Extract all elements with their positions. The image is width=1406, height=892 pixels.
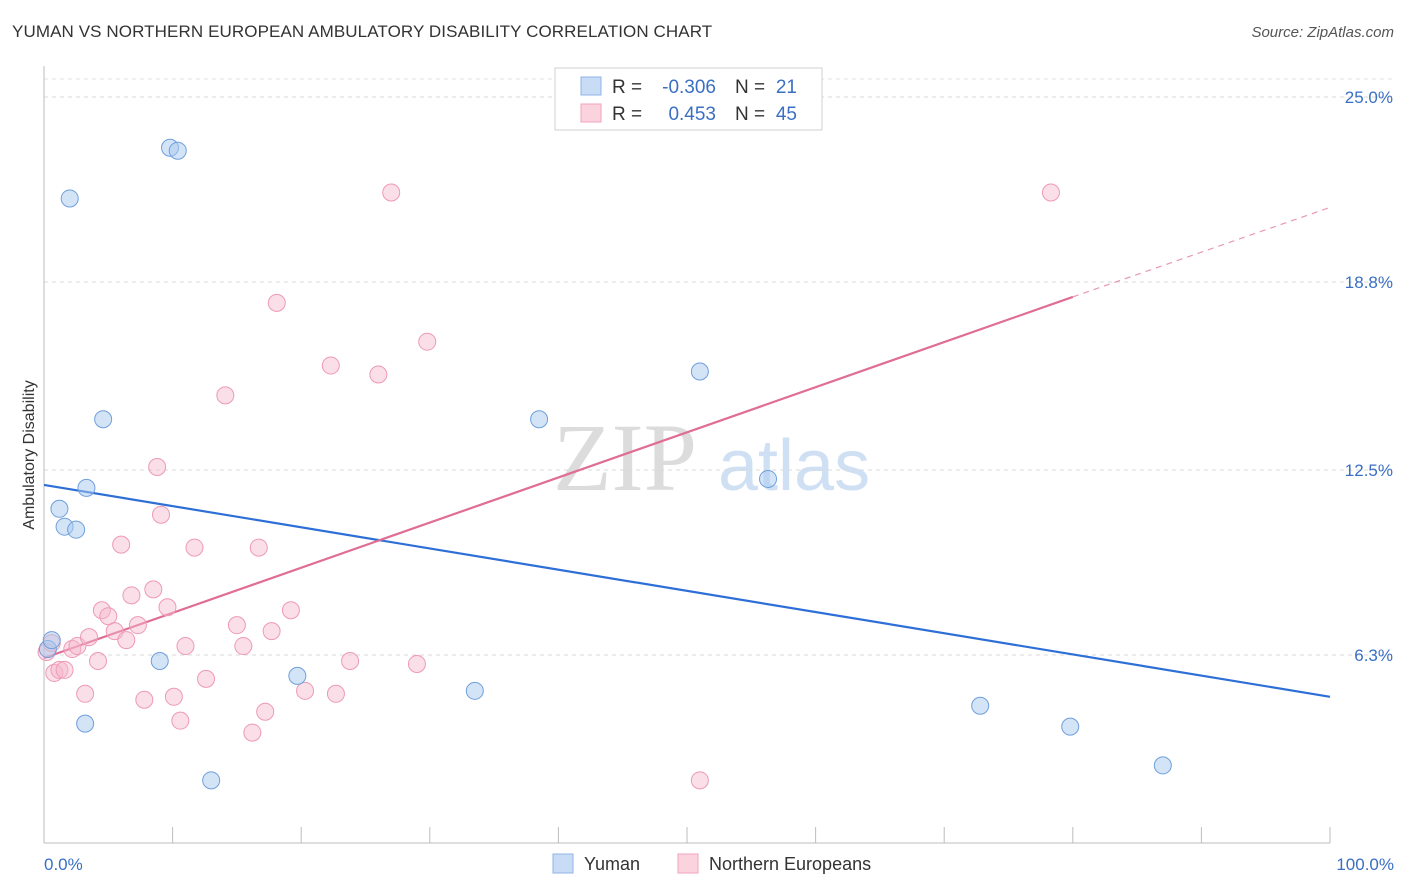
data-point-northern: [321, 356, 340, 375]
source-credit: Source: ZipAtlas.com: [1251, 24, 1394, 41]
data-point-northern: [158, 598, 177, 617]
data-point-yuman: [60, 189, 79, 208]
data-point-northern: [197, 669, 216, 688]
data-point-northern: [122, 586, 141, 605]
data-point-northern: [148, 458, 167, 477]
data-point-yuman: [759, 469, 778, 488]
y-axis-label: Ambulatory Disability: [21, 380, 38, 529]
data-point-northern: [341, 651, 360, 670]
data-point-yuman: [77, 478, 96, 497]
data-point-yuman: [150, 651, 169, 670]
data-point-yuman: [42, 631, 61, 650]
grid-layer: [44, 78, 1393, 656]
data-point-northern: [76, 684, 95, 703]
watermark-zip: ZIP: [553, 404, 697, 511]
data-point-northern: [128, 616, 147, 635]
chart-title: YUMAN VS NORTHERN EUROPEAN AMBULATORY DI…: [12, 22, 713, 41]
series-legend-label-northern: Northern Europeans: [709, 854, 871, 874]
series-legend: Yuman Northern Europeans: [552, 853, 871, 874]
correlation-legend: R = -0.306 N = 21 R = 0.453 N = 45: [554, 67, 823, 131]
y-tick-label: 25.0%: [1345, 88, 1393, 107]
data-point-yuman: [690, 362, 709, 381]
data-point-northern: [369, 365, 388, 384]
legend-r-label-northern: R =: [612, 104, 642, 125]
data-point-northern: [267, 293, 286, 312]
data-point-northern: [89, 651, 108, 670]
data-point-yuman: [1153, 756, 1172, 775]
data-point-northern: [63, 640, 82, 659]
data-point-northern: [55, 660, 74, 679]
data-point-northern: [249, 538, 268, 557]
data-point-yuman: [288, 666, 307, 685]
trend-line-northern-extension: [1072, 206, 1331, 298]
series-legend-label-yuman: Yuman: [584, 854, 640, 874]
data-point-yuman: [67, 520, 86, 539]
data-point-northern: [690, 771, 709, 790]
data-point-northern: [117, 631, 136, 650]
legend-n-label-yuman: N =: [735, 77, 765, 98]
data-point-northern: [176, 637, 195, 656]
legend-n-value-yuman: 21: [776, 77, 797, 98]
data-point-yuman: [465, 681, 484, 700]
axis-layer: 6.3% 12.5% 18.8% 25.0%: [43, 66, 1393, 844]
data-point-yuman: [1061, 717, 1080, 736]
data-point-northern: [185, 538, 204, 557]
data-point-northern: [171, 711, 190, 730]
legend-swatch-northern: [580, 103, 602, 123]
data-point-northern: [1041, 183, 1060, 202]
data-point-northern: [281, 601, 300, 620]
trend-line-yuman: [43, 483, 1331, 698]
legend-r-value-yuman: -0.306: [662, 77, 716, 98]
x-tick-label-max: 100.0%: [1336, 855, 1394, 874]
data-point-yuman: [971, 696, 990, 715]
data-point-yuman: [94, 410, 113, 429]
legend-swatch-yuman: [580, 76, 602, 96]
data-point-yuman: [530, 410, 549, 429]
data-point-northern: [112, 535, 131, 554]
data-point-northern: [382, 183, 401, 202]
data-point-yuman: [168, 141, 187, 160]
data-point-northern: [227, 616, 246, 635]
legend-r-value-northern: 0.453: [668, 104, 716, 125]
data-point-northern: [216, 386, 235, 405]
legend-n-label-northern: N =: [735, 104, 765, 125]
data-point-northern: [99, 607, 118, 626]
trend-layer: [43, 206, 1331, 698]
legend-n-value-northern: 45: [776, 104, 797, 125]
data-point-northern: [407, 654, 426, 673]
y-tick-label: 18.8%: [1345, 273, 1393, 292]
data-point-yuman: [50, 499, 69, 518]
data-point-northern: [164, 687, 183, 706]
data-point-northern: [144, 580, 163, 599]
data-point-yuman: [76, 714, 95, 733]
data-point-northern: [80, 628, 99, 647]
data-point-northern: [243, 723, 262, 742]
data-point-northern: [234, 637, 253, 656]
y-tick-label: 6.3%: [1354, 646, 1393, 665]
data-point-northern: [262, 622, 281, 641]
data-point-northern: [45, 663, 64, 682]
series-legend-swatch-northern: [677, 853, 699, 874]
data-point-northern: [50, 660, 69, 679]
trend-line-northern: [43, 295, 1074, 660]
series-legend-swatch-yuman: [552, 853, 574, 874]
x-tick-label-min: 0.0%: [44, 855, 83, 874]
data-point-northern: [296, 681, 315, 700]
data-point-yuman: [202, 771, 221, 790]
y-tick-label: 12.5%: [1345, 461, 1393, 480]
point-layer: [37, 138, 1172, 790]
data-point-northern: [256, 702, 275, 721]
data-point-northern: [152, 505, 171, 524]
data-point-northern: [418, 332, 437, 351]
data-point-northern: [135, 690, 154, 709]
data-point-northern: [326, 684, 345, 703]
legend-r-label-yuman: R =: [612, 77, 642, 98]
watermark-atlas: atlas: [718, 426, 870, 506]
